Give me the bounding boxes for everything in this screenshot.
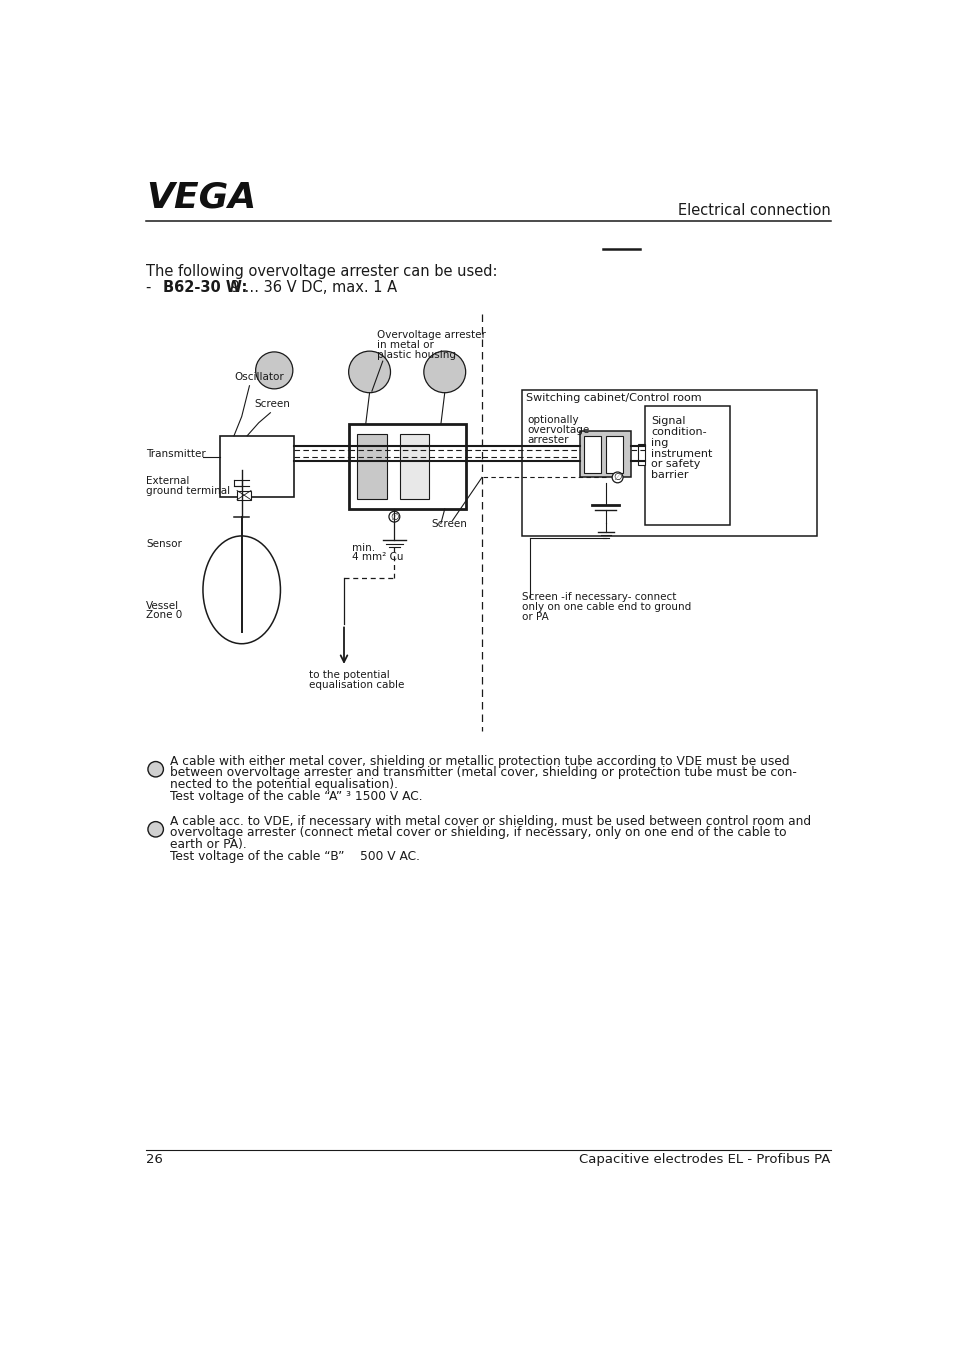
Text: condition-: condition- — [650, 427, 706, 437]
Text: Overvoltage arrester: Overvoltage arrester — [377, 330, 486, 340]
Text: Electrical connection: Electrical connection — [678, 203, 830, 218]
Circle shape — [612, 473, 622, 483]
Text: Test voltage of the cable “A” ³ 1500 V AC.: Test voltage of the cable “A” ³ 1500 V A… — [171, 789, 422, 803]
Text: instrument: instrument — [650, 448, 712, 459]
Bar — [638, 444, 644, 464]
Bar — [349, 424, 465, 509]
Text: ing: ing — [650, 437, 667, 448]
Circle shape — [255, 352, 293, 389]
Text: Screen -if necessary- connect: Screen -if necessary- connect — [521, 592, 676, 601]
Text: or safety: or safety — [650, 459, 700, 470]
Text: equalisation cable: equalisation cable — [309, 681, 404, 691]
Text: Zone 0: Zone 0 — [146, 611, 182, 620]
Text: VEGA: VEGA — [146, 180, 256, 214]
Bar — [583, 436, 600, 473]
Bar — [644, 406, 729, 525]
Text: overvoltage: overvoltage — [527, 425, 589, 435]
Bar — [356, 435, 386, 500]
Text: 9 … 36 V DC, max. 1 A: 9 … 36 V DC, max. 1 A — [226, 280, 396, 295]
Bar — [220, 436, 294, 497]
Text: nected to the potential equalisation).: nected to the potential equalisation). — [171, 777, 398, 791]
Circle shape — [348, 351, 390, 393]
Text: A cable with either metal cover, shielding or metallic protection tube according: A cable with either metal cover, shieldi… — [171, 754, 789, 768]
Text: earth or PA).: earth or PA). — [171, 838, 247, 850]
Text: ground terminal: ground terminal — [146, 486, 231, 496]
Text: Signal: Signal — [650, 416, 684, 427]
Text: only on one cable end to ground: only on one cable end to ground — [521, 601, 691, 612]
Text: Switching cabinet/Control room: Switching cabinet/Control room — [525, 393, 701, 403]
Text: ∅: ∅ — [390, 512, 398, 521]
Bar — [579, 431, 630, 478]
Circle shape — [148, 822, 163, 837]
Text: in metal or: in metal or — [377, 340, 434, 351]
Text: barrier: barrier — [650, 470, 688, 481]
Text: optionally: optionally — [527, 414, 578, 425]
Text: Screen: Screen — [431, 519, 467, 528]
Text: plastic housing: plastic housing — [377, 351, 456, 360]
Bar — [521, 390, 816, 536]
Text: Sensor: Sensor — [146, 539, 182, 550]
Text: 26: 26 — [146, 1154, 163, 1167]
Text: A cable acc. to VDE, if necessary with metal cover or shielding, must be used be: A cable acc. to VDE, if necessary with m… — [171, 815, 811, 827]
Text: overvoltage arrester (connect metal cover or shielding, if necessary, only on on: overvoltage arrester (connect metal cove… — [171, 826, 786, 839]
Text: to the potential: to the potential — [309, 670, 390, 680]
Circle shape — [148, 761, 163, 777]
Text: min.: min. — [352, 543, 375, 552]
Text: Oscillator: Oscillator — [233, 371, 283, 382]
Text: External: External — [146, 477, 190, 486]
Text: Transmitter: Transmitter — [146, 450, 206, 459]
Text: arrester: arrester — [527, 435, 569, 444]
Text: Test voltage of the cable “B”    500 V AC.: Test voltage of the cable “B” 500 V AC. — [171, 850, 420, 862]
Text: or PA: or PA — [521, 612, 548, 621]
Bar — [399, 435, 429, 500]
Circle shape — [389, 512, 399, 523]
Bar — [236, 490, 251, 500]
Circle shape — [423, 351, 465, 393]
Text: B62-30 W:: B62-30 W: — [162, 280, 247, 295]
Bar — [605, 436, 622, 473]
Text: 4 mm² Cu: 4 mm² Cu — [352, 552, 403, 562]
Text: -: - — [146, 280, 161, 295]
Text: The following overvoltage arrester can be used:: The following overvoltage arrester can b… — [146, 264, 497, 279]
Text: ∅: ∅ — [613, 473, 621, 482]
Text: Capacitive electrodes EL - Profibus PA: Capacitive electrodes EL - Profibus PA — [578, 1154, 830, 1167]
Text: Vessel: Vessel — [146, 601, 179, 611]
Text: Screen: Screen — [254, 399, 291, 409]
Ellipse shape — [203, 536, 280, 643]
Text: between overvoltage arrester and transmitter (metal cover, shielding or protecti: between overvoltage arrester and transmi… — [171, 766, 797, 779]
